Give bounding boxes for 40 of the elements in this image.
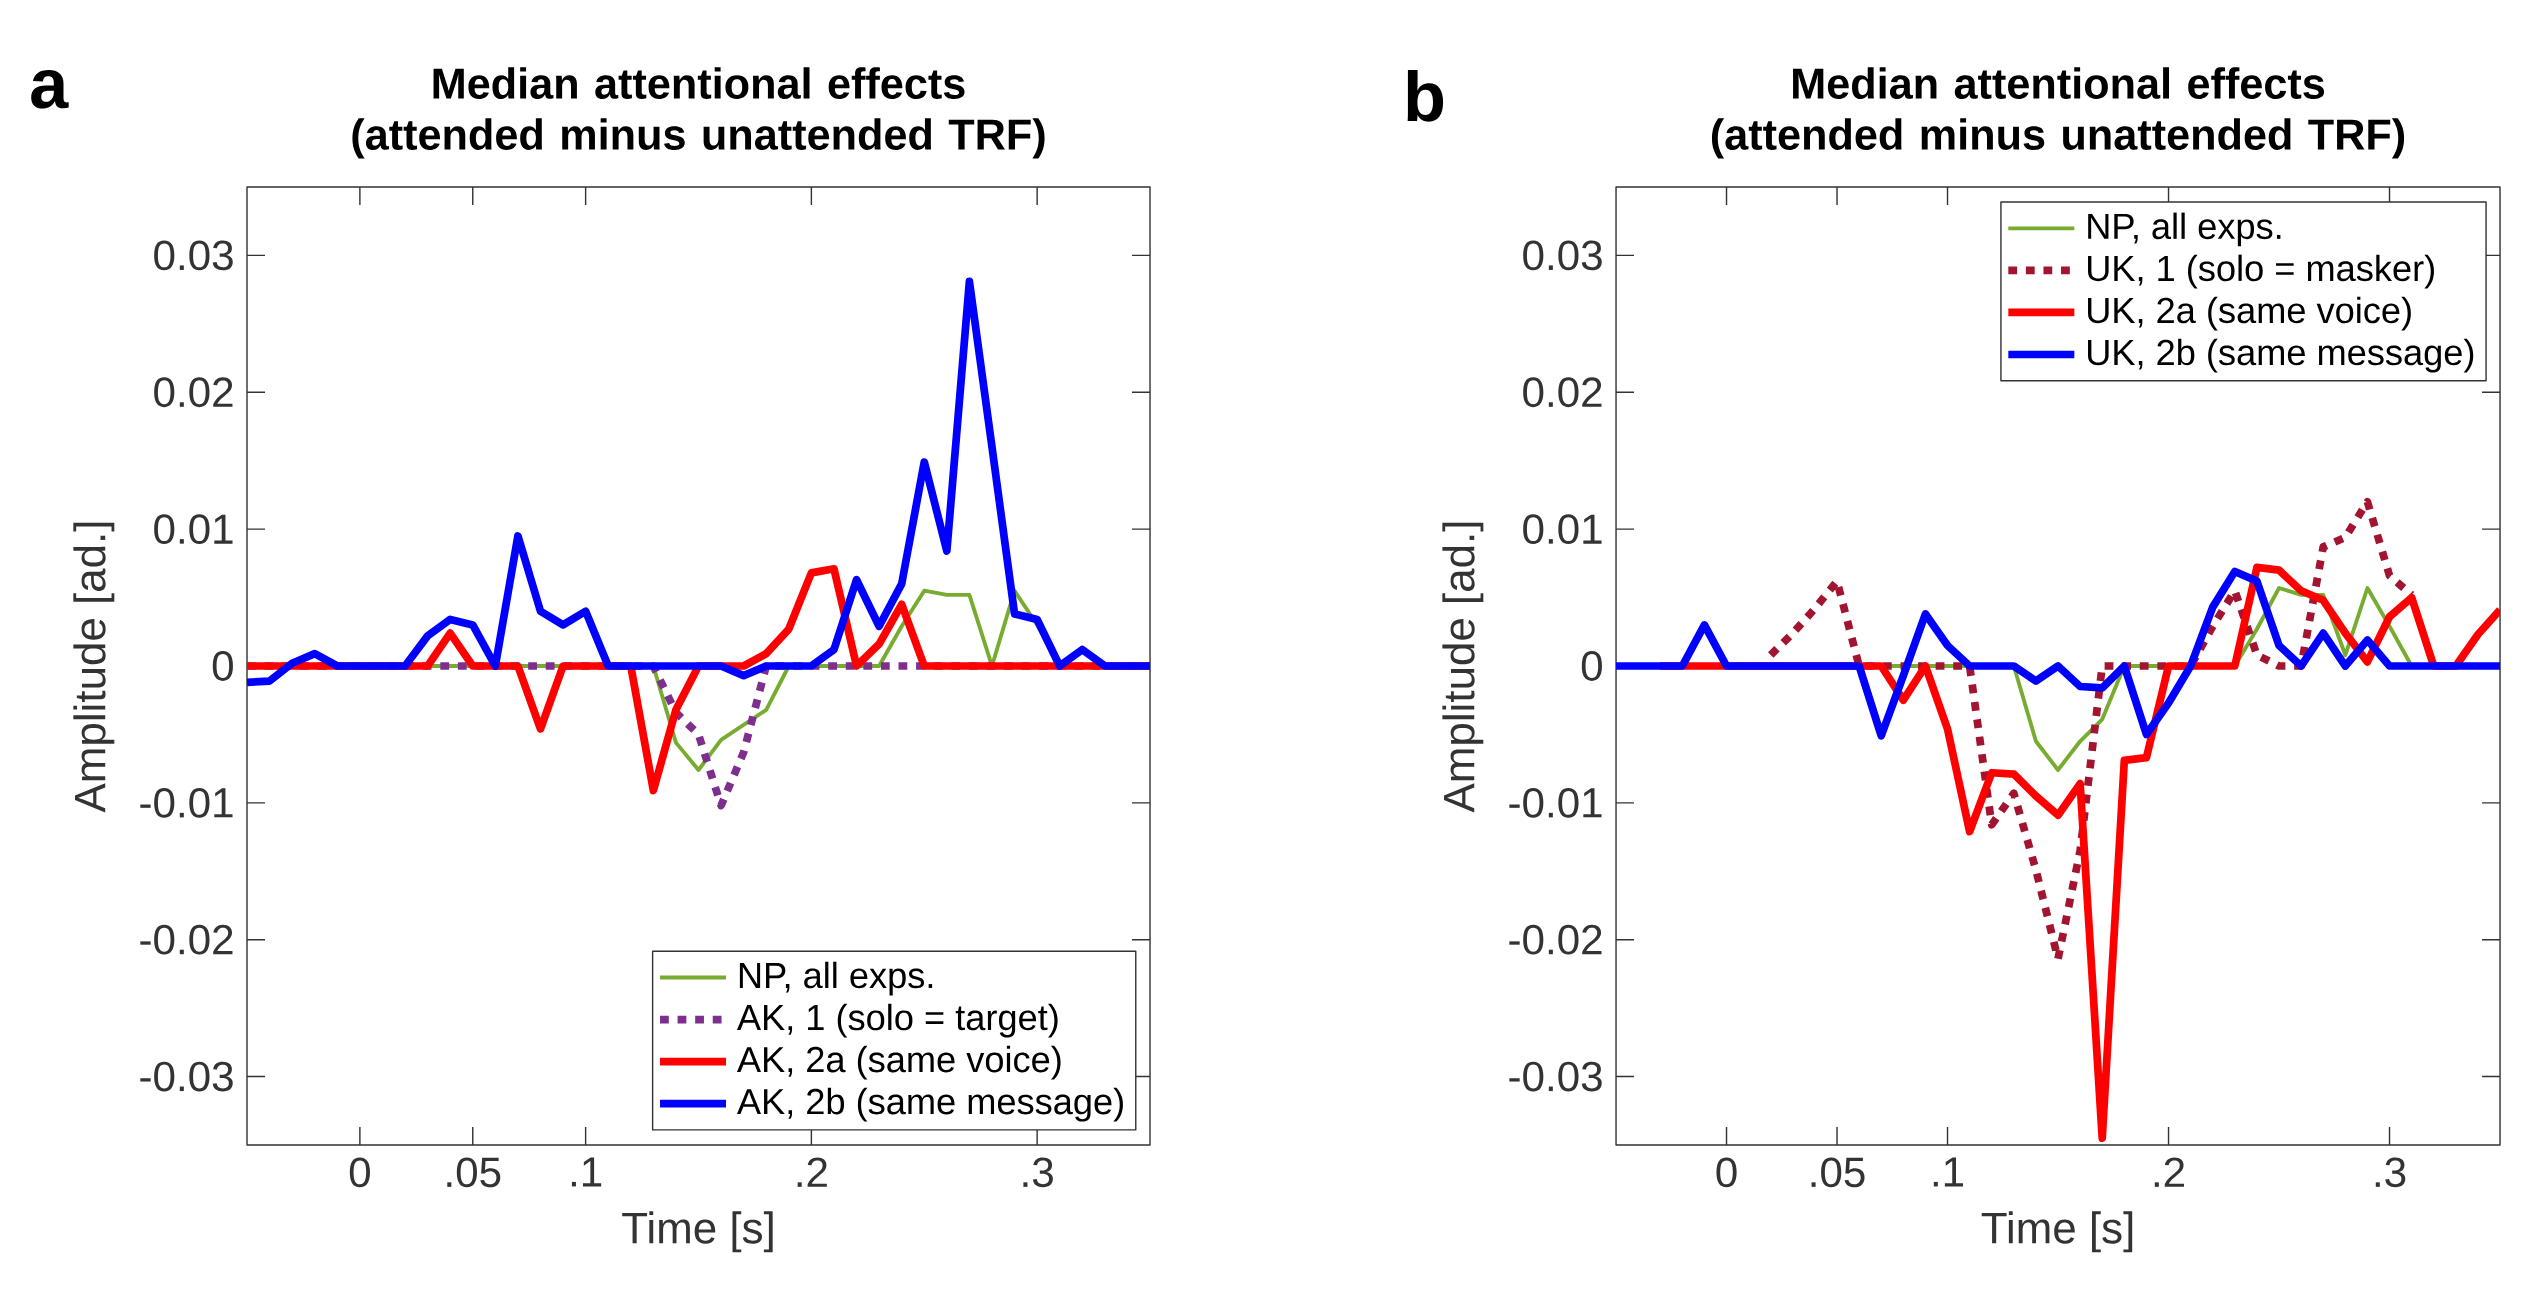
y-tick-label: 0.03 — [1523, 240, 1602, 271]
x-axis-title: Time [s] — [622, 1211, 773, 1253]
legend-label: AK, 1 (solo = target) — [736, 1003, 1058, 1038]
text: a — [31, 70, 69, 109]
x-tick-label: .1 — [571, 1157, 602, 1187]
x-tick-label: .05 — [1811, 1157, 1865, 1188]
legend-label: UK, 2b (same message) — [2088, 338, 2474, 373]
legend-label: NP, all exps. — [739, 961, 933, 996]
y-tick-label: 0.02 — [154, 377, 233, 408]
y-tick-label: 0.01 — [154, 514, 233, 545]
legend-label: AK, 2b (same message) — [736, 1087, 1123, 1122]
legend-label: UK, 1 (solo = masker) — [2088, 254, 2434, 289]
text: b — [1407, 70, 1444, 122]
x-tick-label: .3 — [2375, 1157, 2406, 1188]
y-tick-label: 0.01 — [1523, 514, 1602, 545]
y-tick-label: -0.01 — [1509, 787, 1602, 818]
x-tick-label: 0 — [349, 1157, 370, 1188]
x-tick-label: .2 — [797, 1157, 827, 1187]
y-tick-label: -0.03 — [140, 1061, 233, 1092]
y-axis-title: Amplitude [ad.] — [1442, 522, 1484, 813]
y-tick-label: -0.03 — [1509, 1061, 1602, 1092]
y-axis-title: Amplitude [ad.] — [73, 522, 115, 813]
y-tick-label: 0.02 — [1523, 377, 1602, 408]
chart-title: Median attentional effects (attended minus unattended TRF) — [352, 67, 1045, 159]
x-tick-label: .3 — [1023, 1157, 1053, 1188]
x-tick-label: .1 — [1933, 1157, 1964, 1187]
y-tick-label: 0.03 — [154, 240, 233, 271]
y-tick-label: 0 — [212, 651, 233, 681]
y-tick-label: -0.01 — [140, 787, 233, 818]
x-tick-label: .2 — [2154, 1157, 2184, 1187]
y-tick-label: 0 — [1581, 651, 1602, 681]
legend-label: AK, 2a (same voice) — [736, 1045, 1061, 1080]
x-axis-title: Time [s] — [1981, 1211, 2133, 1253]
y-tick-label: -0.02 — [1509, 924, 1602, 955]
x-tick-label: 0 — [1716, 1157, 1737, 1188]
legend-label: UK, 2a (same voice) — [2088, 296, 2411, 331]
chart-title: Median attentional effects (attended minus unattended TRF) — [1711, 67, 2405, 159]
x-tick-label: .05 — [447, 1157, 501, 1188]
y-tick-label: -0.02 — [140, 924, 233, 955]
legend-label: NP, all exps. — [2088, 212, 2281, 247]
